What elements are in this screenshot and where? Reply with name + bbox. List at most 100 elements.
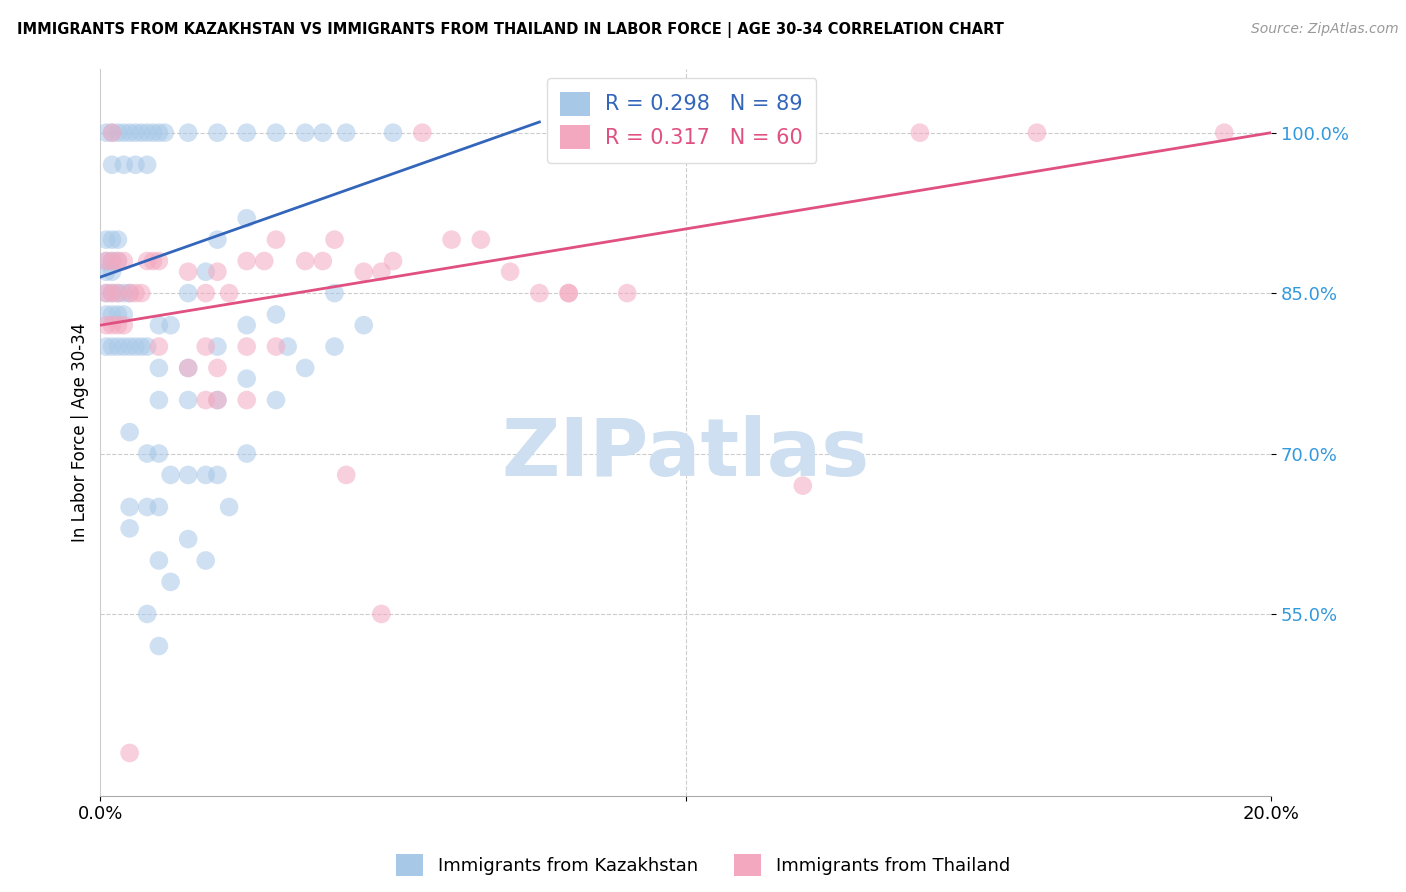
Point <box>118 521 141 535</box>
Point <box>101 340 124 354</box>
Point <box>382 126 405 140</box>
Point <box>312 126 335 140</box>
Point <box>148 340 170 354</box>
Point <box>218 286 240 301</box>
Point <box>148 254 170 268</box>
Point <box>194 340 217 354</box>
Point <box>136 158 159 172</box>
Point <box>207 361 229 376</box>
Point <box>235 318 257 333</box>
Point <box>235 446 257 460</box>
Legend: Immigrants from Kazakhstan, Immigrants from Thailand: Immigrants from Kazakhstan, Immigrants f… <box>389 847 1017 883</box>
Point <box>440 233 463 247</box>
Point <box>148 318 170 333</box>
Point <box>159 318 181 333</box>
Point <box>112 286 135 301</box>
Point <box>101 254 124 268</box>
Point <box>96 233 118 247</box>
Point <box>235 340 257 354</box>
Point <box>264 308 287 322</box>
Point <box>96 265 118 279</box>
Point <box>194 265 217 279</box>
Point <box>194 553 217 567</box>
Point <box>207 265 229 279</box>
Point <box>118 425 141 439</box>
Point <box>194 392 217 407</box>
Point <box>124 340 146 354</box>
Point <box>107 340 129 354</box>
Point <box>908 126 931 140</box>
Point <box>118 286 141 301</box>
Point <box>411 126 433 140</box>
Point <box>264 392 287 407</box>
Point <box>353 265 375 279</box>
Point <box>323 286 346 301</box>
Text: Source: ZipAtlas.com: Source: ZipAtlas.com <box>1251 22 1399 37</box>
Point <box>177 467 200 482</box>
Point <box>148 126 170 140</box>
Point <box>112 308 135 322</box>
Point <box>253 254 276 268</box>
Point <box>124 158 146 172</box>
Point <box>118 286 141 301</box>
Text: ZIPatlas: ZIPatlas <box>502 415 870 493</box>
Point <box>148 392 170 407</box>
Point <box>101 158 124 172</box>
Point <box>1026 126 1049 140</box>
Point <box>101 265 124 279</box>
Point <box>112 126 135 140</box>
Point <box>586 126 609 140</box>
Y-axis label: In Labor Force | Age 30-34: In Labor Force | Age 30-34 <box>72 323 89 541</box>
Point <box>101 126 124 140</box>
Point <box>499 265 522 279</box>
Point <box>177 361 200 376</box>
Point <box>335 126 357 140</box>
Point <box>294 361 316 376</box>
Point <box>194 286 217 301</box>
Point <box>107 286 129 301</box>
Point <box>207 233 229 247</box>
Point <box>235 372 257 386</box>
Point <box>101 286 124 301</box>
Point <box>101 254 124 268</box>
Point <box>96 286 118 301</box>
Point <box>557 286 579 301</box>
Point <box>218 500 240 514</box>
Point <box>177 361 200 376</box>
Point <box>148 361 170 376</box>
Point <box>131 126 153 140</box>
Point <box>235 392 257 407</box>
Point <box>177 286 200 301</box>
Point <box>131 286 153 301</box>
Point <box>264 340 287 354</box>
Point <box>101 126 124 140</box>
Point <box>96 286 118 301</box>
Point <box>118 126 141 140</box>
Point <box>1213 126 1236 140</box>
Point <box>118 340 141 354</box>
Point <box>264 233 287 247</box>
Text: IMMIGRANTS FROM KAZAKHSTAN VS IMMIGRANTS FROM THAILAND IN LABOR FORCE | AGE 30-3: IMMIGRANTS FROM KAZAKHSTAN VS IMMIGRANTS… <box>17 22 1004 38</box>
Point <box>207 392 229 407</box>
Point <box>107 308 129 322</box>
Point <box>124 126 146 140</box>
Point <box>235 211 257 226</box>
Point <box>294 126 316 140</box>
Point <box>177 126 200 140</box>
Point <box>118 500 141 514</box>
Point <box>136 254 159 268</box>
Point <box>96 340 118 354</box>
Point <box>124 286 146 301</box>
Point <box>529 286 551 301</box>
Point <box>96 318 118 333</box>
Point <box>277 340 299 354</box>
Point <box>136 126 159 140</box>
Point <box>112 340 135 354</box>
Point <box>107 254 129 268</box>
Point <box>207 467 229 482</box>
Point <box>101 308 124 322</box>
Point <box>107 286 129 301</box>
Point <box>148 500 170 514</box>
Point <box>177 532 200 546</box>
Point <box>153 126 176 140</box>
